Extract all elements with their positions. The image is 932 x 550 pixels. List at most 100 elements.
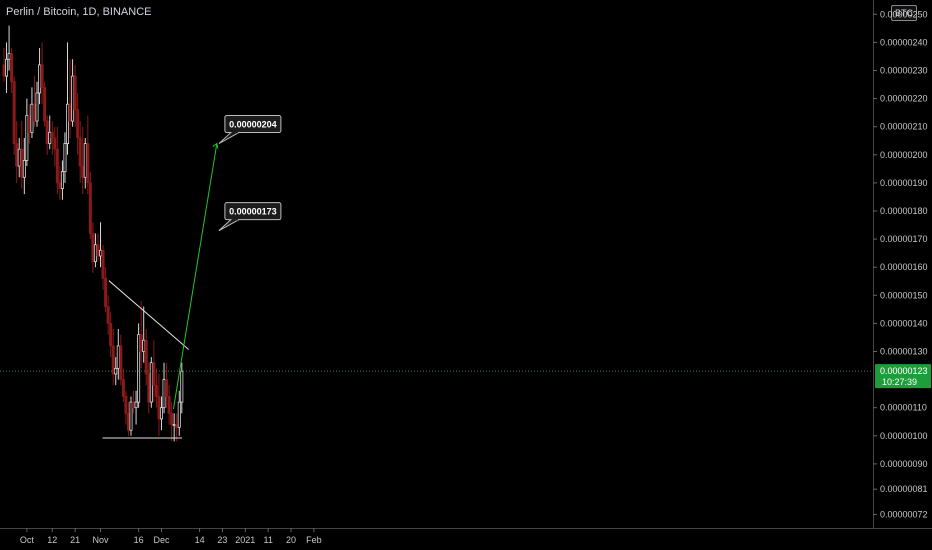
candle-body — [5, 58, 9, 77]
candle-body — [15, 143, 19, 167]
candle-body — [76, 109, 80, 139]
candle-body — [45, 120, 49, 144]
candle-body — [60, 171, 64, 189]
candle-body — [147, 373, 151, 403]
candle-body — [86, 143, 90, 184]
candle-body — [96, 244, 100, 257]
price-tick-label: 0.00000180 — [880, 206, 928, 216]
candle-body — [159, 407, 163, 420]
price-tick-label: 0.00000200 — [880, 150, 928, 160]
candle-body — [78, 137, 82, 167]
candles — [2, 25, 184, 442]
time-tick-label: 12 — [47, 535, 57, 545]
time-tick-label: 16 — [134, 535, 144, 545]
price-axis: 0.00000250 0.00000240 0.00000230 0.00000220… — [873, 0, 931, 528]
candle-body — [124, 396, 128, 414]
time-tick-label: 21 — [70, 535, 80, 545]
candle-body — [134, 401, 138, 409]
candle-body — [111, 345, 115, 375]
candle-body — [175, 424, 179, 428]
currency-badge[interactable]: BTC — [891, 5, 917, 21]
candle-body — [152, 362, 156, 386]
chart-title: Perlin / Bitcoin, 1D, BINANCE — [6, 6, 152, 18]
candle-body — [154, 384, 158, 397]
candle-body — [116, 345, 120, 369]
candle-body — [177, 401, 181, 428]
price-callout-text: 0.00000204 — [229, 120, 277, 130]
candle-body — [99, 249, 103, 257]
trendlines — [0, 142, 873, 439]
time-tick-label: Dec — [153, 535, 170, 545]
candle-body — [43, 86, 47, 122]
candle-body — [139, 334, 143, 352]
candle-body — [22, 160, 26, 178]
price-tick-label: 0.00000170 — [880, 234, 928, 244]
time-tick-label: 11 — [263, 535, 272, 545]
candle-body — [55, 148, 59, 184]
last-price-tag — [875, 364, 931, 389]
candle-body — [27, 115, 31, 133]
candle-body — [129, 401, 133, 431]
price-callout-box — [224, 115, 282, 134]
price-tick-label: 0.00000150 — [880, 290, 928, 300]
candle-body — [73, 75, 77, 111]
countdown: 10:27:39 — [882, 377, 917, 387]
candle-body — [48, 131, 52, 144]
candle-body — [104, 278, 108, 307]
candle-body — [10, 53, 14, 83]
candle-body — [167, 396, 171, 414]
price-callout-pointer — [218, 219, 240, 232]
candle-body — [2, 64, 6, 77]
candle-body — [7, 53, 11, 60]
candle-body — [88, 182, 92, 234]
candle-body — [35, 92, 39, 122]
time-tick-label: 23 — [217, 535, 227, 545]
candle-body — [170, 412, 174, 425]
candle-body — [63, 143, 67, 173]
time-tick-label: 2021 — [235, 535, 255, 545]
candle-body — [101, 249, 105, 279]
candle-body — [132, 401, 136, 409]
candle-body — [12, 81, 16, 144]
time-tick-label: Feb — [306, 535, 322, 545]
time-tick-label: 14 — [195, 535, 205, 545]
candle-body — [17, 148, 21, 167]
time-tick-label: Nov — [93, 535, 110, 545]
candle-body — [25, 115, 29, 161]
price-tick-label: 0.00000130 — [880, 347, 928, 357]
price-callout-pointer — [218, 132, 240, 144]
price-tick-label: 0.00000081 — [880, 484, 928, 494]
price-tick-label: 0.00000190 — [880, 178, 928, 188]
candle-body — [30, 103, 34, 133]
candle-body — [144, 339, 148, 375]
candle-body — [20, 148, 24, 178]
price-tick-label: 0.00000210 — [880, 122, 928, 132]
price-tick-label: 0.00000072 — [880, 509, 928, 519]
candle-body — [126, 412, 130, 431]
candle-body — [40, 64, 44, 88]
candle-body — [119, 345, 123, 381]
projection-arrow — [172, 143, 218, 410]
candle-body — [91, 233, 95, 262]
candle-body — [137, 334, 141, 403]
annotations: 0.00000204 0.00000173 — [218, 115, 282, 232]
price-tick-label: 0.00000110 — [880, 403, 927, 413]
candle-body — [109, 322, 113, 347]
candle-body — [142, 339, 146, 352]
price-callout-box — [224, 202, 282, 221]
price-tick-label: 0.00000160 — [880, 262, 928, 272]
candle-body — [93, 244, 97, 262]
candle-body — [71, 75, 75, 122]
candle-body — [106, 306, 110, 324]
candle-body — [50, 131, 54, 139]
time-tick-label: Oct — [20, 535, 35, 545]
candle-body — [58, 182, 62, 189]
price-tick-label: 0.00000140 — [880, 318, 928, 328]
price-tick-label: 0.00000100 — [880, 431, 928, 441]
candle-body — [157, 396, 161, 420]
candle-body — [149, 362, 153, 403]
price-tick-label: 0.00000220 — [880, 94, 928, 104]
candle-body — [162, 379, 166, 409]
price-callout-text: 0.00000173 — [229, 207, 277, 217]
